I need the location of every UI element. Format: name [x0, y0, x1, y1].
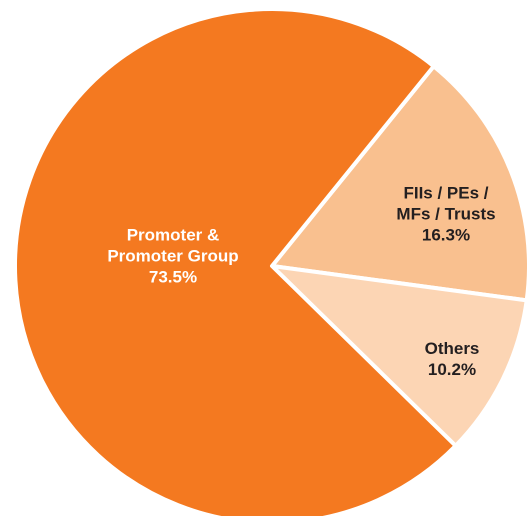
value-label: 10.2%: [427, 360, 477, 379]
category-name: FIIs / PEs / MFs / Trusts: [396, 183, 496, 224]
category-name: Others: [424, 339, 480, 358]
slice-label: Others 10.2%: [402, 338, 502, 380]
pie-slice: [270, 64, 527, 303]
value-label: 73.5%: [148, 267, 198, 287]
value-label: 16.3%: [421, 225, 471, 245]
category-name: Promoter & Promoter Group: [107, 225, 239, 266]
slice-label: Promoter & Promoter Group 73.5%: [98, 225, 248, 288]
pie-slice: [270, 264, 527, 448]
slice-label: FIIs / PEs / MFs / Trusts 16.3%: [385, 183, 507, 246]
pie-slice: [13, 7, 458, 516]
